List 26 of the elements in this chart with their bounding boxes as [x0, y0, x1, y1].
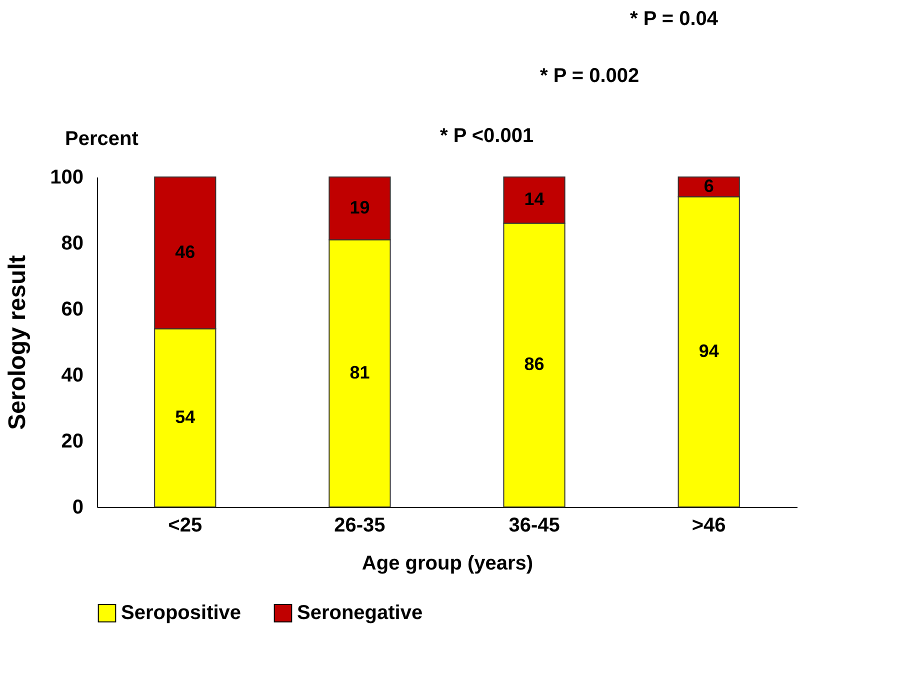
- text: * P <0.001: [440, 125, 534, 148]
- y-tick-label: 100: [50, 166, 84, 188]
- text: * P = 0.002: [540, 65, 640, 88]
- data-label: 54: [175, 406, 196, 427]
- y-tick-label: 0: [72, 496, 84, 518]
- x-tick-label: >46: [692, 514, 726, 536]
- y-tick-label: 60: [61, 298, 84, 320]
- legend-label: Seronegative: [297, 602, 423, 624]
- y-tick-label: 80: [61, 232, 84, 254]
- data-label: 46: [175, 242, 196, 262]
- data-label: 86: [524, 354, 544, 374]
- x-axis-title: Age group (years): [362, 552, 534, 574]
- data-label: 6: [704, 176, 714, 196]
- data-label: 14: [524, 189, 544, 210]
- data-label: 19: [350, 197, 370, 218]
- x-tick-label: <25: [168, 514, 202, 536]
- data-label: 94: [698, 340, 719, 361]
- data-label: 81: [350, 362, 370, 382]
- text: * P = 0.04: [630, 8, 718, 31]
- y-tick-label: 40: [61, 364, 84, 386]
- legend-label: Seropositive: [121, 602, 242, 624]
- y-tick-label: 20: [61, 430, 84, 452]
- text: Percent: [65, 128, 138, 151]
- x-tick-label: 26-35: [334, 514, 386, 536]
- x-tick-label: 36-45: [508, 514, 560, 536]
- y-axis-title: Serology result: [4, 255, 32, 430]
